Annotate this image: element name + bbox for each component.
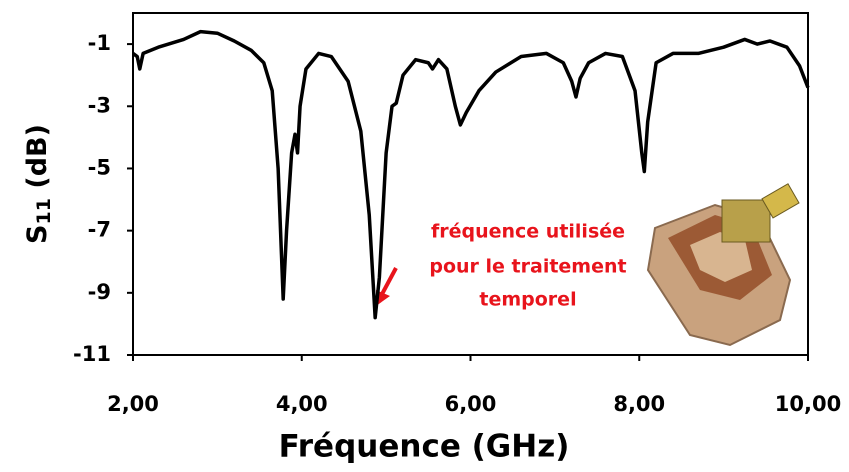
annotation-arrowhead bbox=[376, 290, 390, 306]
annotation: fréquence utilisée bbox=[431, 221, 625, 243]
annotation: pour le traitement bbox=[429, 256, 626, 278]
y-tick-label: -1 bbox=[88, 31, 111, 55]
x-tick-label: 4,00 bbox=[276, 392, 328, 416]
y-tick-label: -7 bbox=[88, 218, 111, 242]
x-axis-title: Fréquence (GHz) bbox=[279, 429, 570, 465]
y-tick-label: -9 bbox=[88, 280, 111, 304]
x-tick-label: 6,00 bbox=[445, 392, 497, 416]
annotation-arrow bbox=[379, 267, 398, 297]
annotation: temporel bbox=[479, 289, 576, 311]
series-line bbox=[131, 29, 810, 320]
y-tick-label: -5 bbox=[88, 155, 111, 179]
y-axis-title-sub: 11 bbox=[33, 198, 55, 224]
y-tick-label: -11 bbox=[73, 342, 111, 366]
x-tick-label: 10,00 bbox=[775, 392, 841, 416]
y-axis-title-part: S bbox=[22, 225, 53, 244]
x-tick-label: 2,00 bbox=[107, 392, 159, 416]
y-axis-title: S11 (dB) bbox=[22, 124, 55, 244]
x-tick-label: 8,00 bbox=[613, 392, 665, 416]
antenna-photo bbox=[646, 183, 800, 347]
y-tick-label: -3 bbox=[88, 93, 111, 117]
y-axis-title-part: (dB) bbox=[22, 124, 53, 198]
